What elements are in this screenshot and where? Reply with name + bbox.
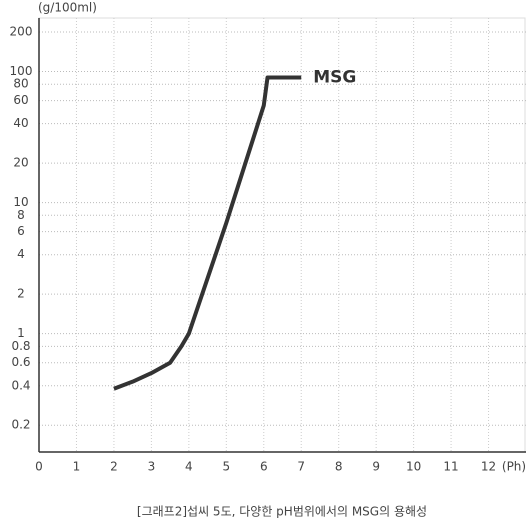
y-tick-label: 60 (13, 93, 28, 107)
x-tick-label: 9 (372, 460, 380, 474)
x-tick-label: 2 (110, 460, 118, 474)
x-tick-label: 10 (406, 460, 421, 474)
y-tick-label: 80 (13, 77, 28, 91)
plot-area (38, 17, 526, 453)
y-tick-label: 40 (13, 116, 28, 130)
y-axis-label: (g/100ml) (38, 1, 97, 15)
line (113, 75, 302, 391)
y-tick-label: 8 (17, 208, 25, 222)
x-tick-label: 11 (443, 460, 458, 474)
y-tick-label: 0.2 (11, 418, 30, 432)
x-tick-label: 0 (35, 460, 43, 474)
x-tick-label: 3 (148, 460, 156, 474)
x-tick-label: 6 (260, 460, 268, 474)
y-tick-label: 0.8 (11, 339, 30, 353)
y-tick-label: 2 (17, 287, 25, 301)
x-axis-label: (Ph) (502, 460, 526, 474)
y-tick-label: 4 (17, 247, 25, 261)
y-tick-label: 6 (17, 224, 25, 238)
x-tick-label: 1 (73, 460, 81, 474)
y-tick-label: 200 (10, 25, 33, 39)
x-tick-label: 5 (222, 460, 230, 474)
y-tick-label: 1 (17, 326, 25, 340)
y-tick-label: 10 (13, 195, 28, 209)
x-tick-label: 12 (481, 460, 496, 474)
x-tick-label: 7 (297, 460, 305, 474)
y-tick-label: 0.6 (11, 355, 30, 369)
series-label: MSG (313, 68, 356, 88)
x-tick-label: 8 (335, 460, 343, 474)
y-tick-label: 0.4 (11, 378, 30, 392)
caption: [그래프2]섭씨 5도, 다양한 pH범위에서의 MSG의 용해성 (137, 505, 427, 519)
y-tick-label: 100 (10, 64, 33, 78)
y-tick-label: 20 (13, 156, 28, 170)
x-tick-label: 4 (185, 460, 193, 474)
